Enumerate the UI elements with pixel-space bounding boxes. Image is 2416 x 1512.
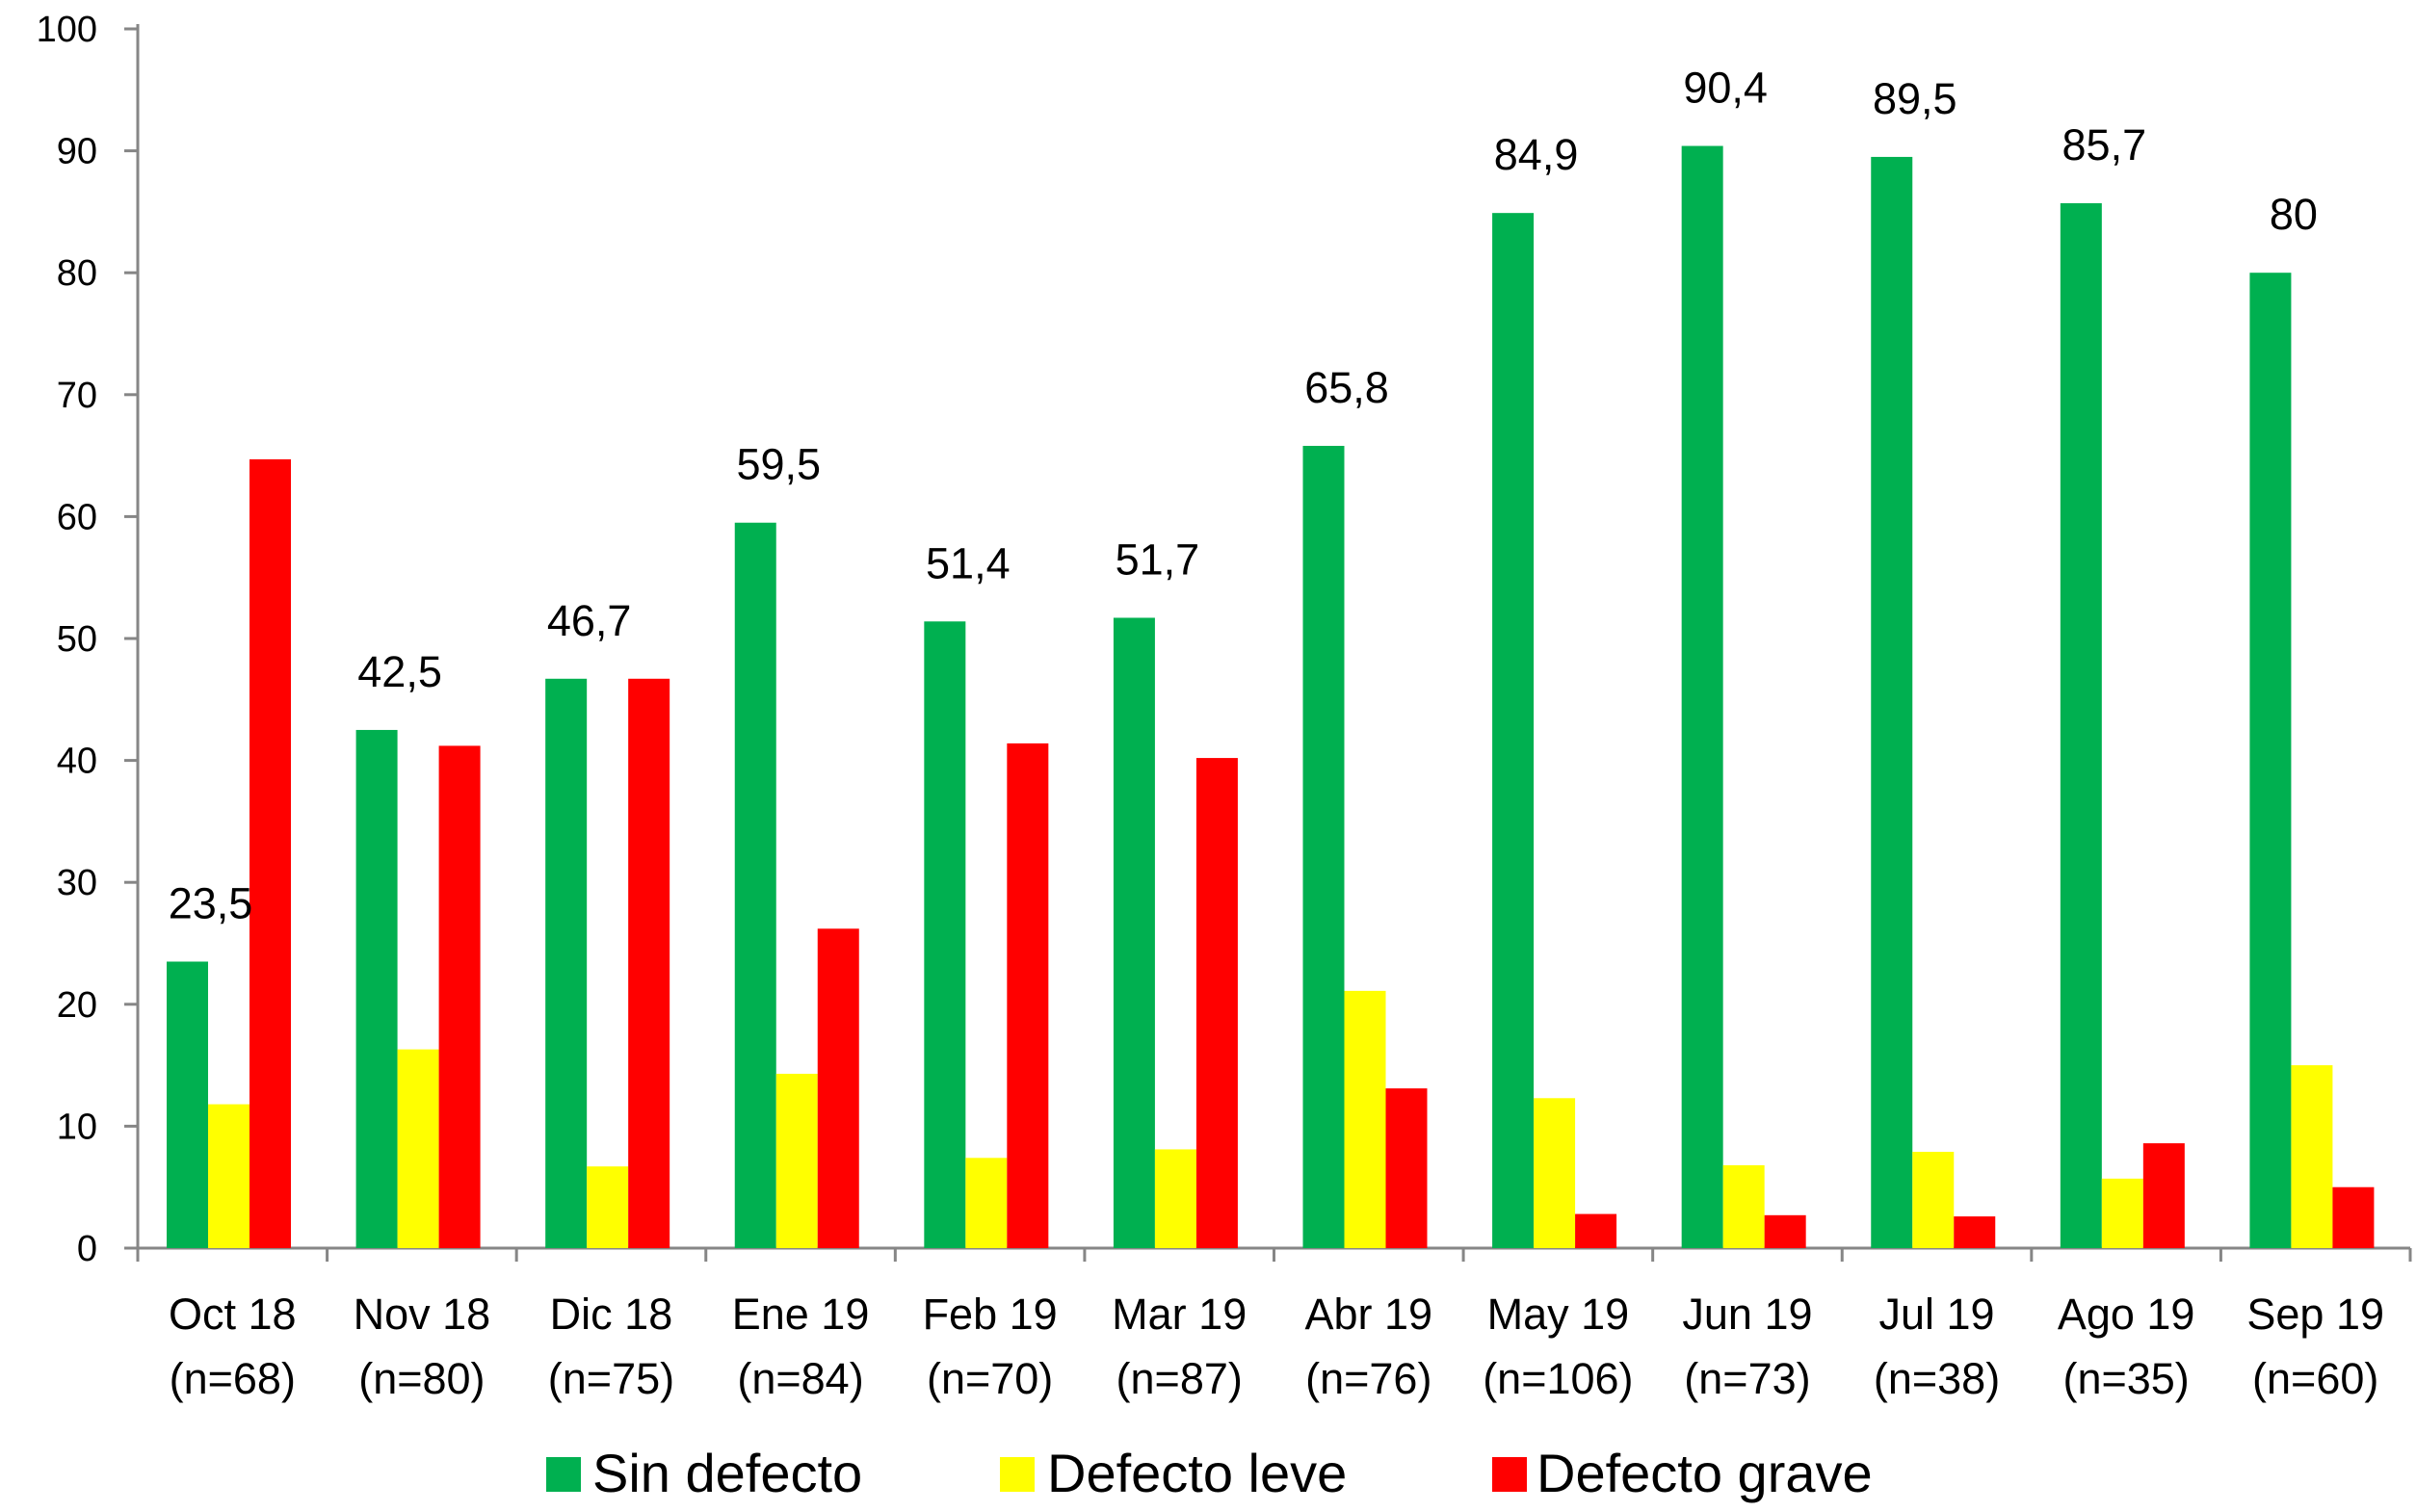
bar-sin-defecto (734, 522, 776, 1248)
x-tick-label: Ene 19 (732, 1290, 870, 1339)
bar-defecto-leve (1344, 990, 1386, 1248)
x-tick-label: Jul 19 (1878, 1290, 1994, 1339)
x-tick-label-n: (n=70) (927, 1354, 1053, 1403)
y-tick-label: 70 (57, 376, 97, 416)
bar-defecto-leve (2101, 1178, 2143, 1248)
y-tick-label: 100 (37, 10, 97, 50)
bar-defecto-leve (2291, 1065, 2333, 1248)
x-tick-label-n: (n=80) (358, 1354, 485, 1403)
x-tick-label-n: (n=68) (170, 1354, 296, 1403)
legend-label: Defecto grave (1536, 1443, 1873, 1503)
bar-defecto-leve (208, 1104, 249, 1248)
bar-defecto-leve (1534, 1098, 1576, 1248)
data-label: 51,4 (926, 538, 1011, 587)
x-tick-label: Ago 19 (2058, 1290, 2195, 1339)
bar-sin-defecto (355, 729, 398, 1248)
x-tick-label-n: (n=106) (1483, 1354, 1633, 1403)
bar-defecto-grave (1575, 1213, 1617, 1248)
bar-sin-defecto (2249, 273, 2292, 1248)
bar-defecto-grave (1195, 758, 1238, 1248)
data-label: 23,5 (169, 878, 253, 927)
x-tick-label: Feb 19 (923, 1290, 1058, 1339)
bar-defecto-leve (587, 1166, 629, 1248)
bar-defecto-grave (1954, 1216, 1996, 1248)
bar-sin-defecto (167, 961, 208, 1248)
x-tick-label: Sep 19 (2246, 1290, 2384, 1339)
data-label: 51,7 (1116, 534, 1200, 584)
x-tick-label: Abr 19 (1304, 1290, 1432, 1339)
data-label: 46,7 (547, 596, 632, 645)
bar-defecto-leve (1722, 1164, 1765, 1248)
x-tick-label: May 19 (1487, 1290, 1630, 1339)
y-tick-label: 90 (57, 132, 97, 172)
bar-defecto-leve (965, 1158, 1008, 1248)
bar-defecto-grave (817, 928, 859, 1248)
y-tick-label: 40 (57, 742, 97, 782)
bar-defecto-grave (249, 458, 291, 1248)
data-label: 65,8 (1304, 363, 1389, 412)
data-label: 80 (2270, 190, 2318, 239)
bar-sin-defecto (2060, 203, 2102, 1249)
y-tick-label: 80 (57, 253, 97, 294)
bar-defecto-grave (2332, 1186, 2375, 1248)
bar-defecto-grave (2142, 1143, 2185, 1248)
x-tick-label: Nov 18 (354, 1290, 491, 1339)
x-tick-label-n: (n=60) (2252, 1354, 2378, 1403)
data-label: 59,5 (736, 440, 821, 489)
data-label: 90,4 (1683, 64, 1768, 113)
data-label: 89,5 (1873, 74, 1957, 123)
y-tick-label: 20 (57, 985, 97, 1026)
bar-defecto-grave (1007, 743, 1049, 1248)
x-tick-label-n: (n=87) (1116, 1354, 1243, 1403)
bar-sin-defecto (1302, 445, 1345, 1248)
bar-defecto-grave (438, 745, 481, 1248)
bar-sin-defecto (1113, 617, 1155, 1248)
legend-label: Defecto leve (1047, 1443, 1347, 1503)
data-label: 42,5 (357, 647, 442, 696)
y-tick-label: 30 (57, 863, 97, 903)
bar-sin-defecto (1871, 156, 1913, 1249)
data-label: 84,9 (1494, 130, 1579, 179)
bar-defecto-grave (1764, 1214, 1806, 1248)
bar-defecto-leve (1912, 1151, 1955, 1248)
bar-defecto-grave (1385, 1088, 1428, 1248)
x-tick-label: Jun 19 (1682, 1290, 1812, 1339)
x-tick-label-n: (n=38) (1874, 1354, 2000, 1403)
bar-defecto-leve (397, 1049, 439, 1248)
x-tick-label-n: (n=76) (1305, 1354, 1431, 1403)
y-tick-label: 50 (57, 619, 97, 660)
x-tick-label: Mar 19 (1112, 1290, 1247, 1339)
x-tick-label: Oct 18 (169, 1290, 297, 1339)
data-label: 85,7 (2062, 120, 2147, 169)
bar-sin-defecto (1681, 145, 1723, 1248)
y-tick-label: 0 (77, 1229, 97, 1269)
x-tick-label-n: (n=84) (737, 1354, 863, 1403)
legend-swatch (546, 1457, 581, 1492)
y-tick-label: 10 (57, 1107, 97, 1147)
bar-sin-defecto (1492, 213, 1535, 1248)
bar-sin-defecto (924, 621, 966, 1248)
x-tick-label-n: (n=35) (2062, 1354, 2189, 1403)
legend-label: Sin defecto (592, 1443, 862, 1503)
bar-defecto-grave (628, 678, 670, 1248)
y-tick-label: 60 (57, 497, 97, 537)
x-tick-label-n: (n=75) (548, 1354, 674, 1403)
legend-swatch (1000, 1457, 1035, 1492)
x-tick-label-n: (n=73) (1684, 1354, 1810, 1403)
bar-defecto-leve (775, 1073, 818, 1248)
bar-sin-defecto (545, 678, 588, 1248)
bar-defecto-leve (1154, 1149, 1196, 1248)
legend-swatch (1492, 1457, 1527, 1492)
x-tick-label: Dic 18 (550, 1290, 673, 1339)
